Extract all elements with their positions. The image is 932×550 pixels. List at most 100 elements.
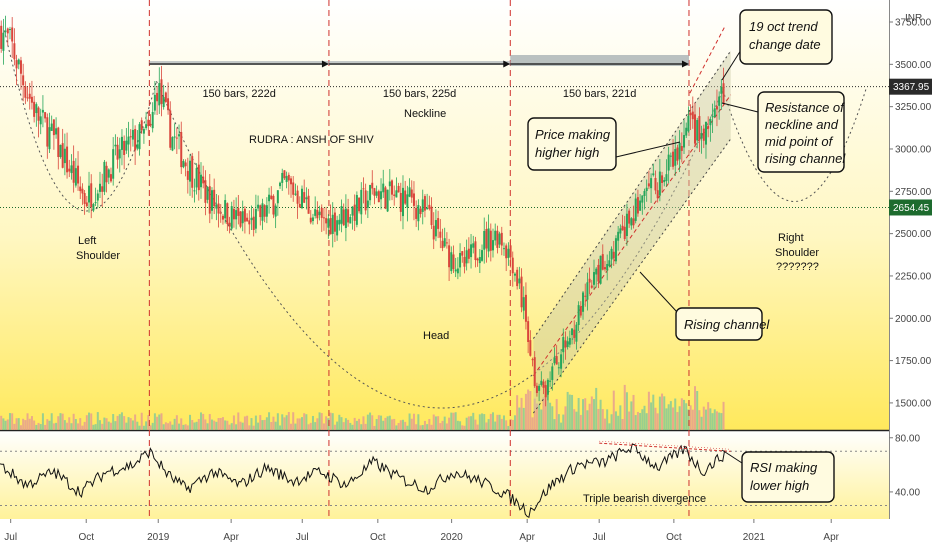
candle-body xyxy=(199,174,202,188)
volume-bar xyxy=(276,413,279,430)
volume-bar xyxy=(248,425,251,430)
candle-body xyxy=(169,110,172,148)
candle-body xyxy=(426,207,429,210)
volume-bar xyxy=(538,404,541,430)
candle-body xyxy=(250,217,253,221)
candle-body xyxy=(55,128,58,135)
volume-bar xyxy=(474,419,477,430)
right-shoulder-label-1: Right xyxy=(778,232,804,244)
volume-bar xyxy=(151,422,154,430)
candle-body xyxy=(419,208,422,215)
volume-bar xyxy=(606,409,609,430)
candle-body xyxy=(560,354,563,369)
volume-bar xyxy=(496,414,499,430)
interval-band xyxy=(149,61,329,65)
volume-bar xyxy=(388,415,391,430)
candle-body xyxy=(366,200,369,208)
volume-bar xyxy=(4,420,7,430)
candle-body xyxy=(217,203,220,214)
volume-bar xyxy=(441,420,444,430)
candle-body xyxy=(617,231,620,241)
candle-body xyxy=(193,190,196,192)
volume-bar xyxy=(645,413,648,430)
candle-body xyxy=(531,359,534,361)
candle-body xyxy=(33,101,36,117)
candle-body xyxy=(287,174,290,181)
volume-bar xyxy=(30,416,33,430)
volume-bar xyxy=(566,391,569,430)
candle-body xyxy=(322,217,325,219)
candle-body xyxy=(85,202,88,207)
candle-body xyxy=(261,203,264,221)
callout-higher-high-line-2: higher high xyxy=(535,145,599,160)
candle-body xyxy=(149,123,152,126)
candle-body xyxy=(226,203,229,224)
volume-bar xyxy=(81,425,84,430)
volume-bar xyxy=(204,419,207,430)
volume-bar xyxy=(430,424,433,430)
candle-body xyxy=(483,230,486,250)
candle-body xyxy=(432,225,435,240)
volume-bar xyxy=(358,418,361,430)
volume-bar xyxy=(336,421,339,430)
candle-body xyxy=(423,196,426,211)
time-tick-label: Apr xyxy=(223,532,239,543)
candle-body xyxy=(711,116,714,118)
volume-bar xyxy=(663,396,666,430)
callout-rising-channel: Rising channel xyxy=(639,271,770,341)
volume-bar xyxy=(342,422,345,430)
candle-body xyxy=(505,245,508,259)
candle-body xyxy=(674,148,677,166)
volume-bar xyxy=(463,425,466,430)
volume-bar xyxy=(202,413,205,430)
volume-bar xyxy=(191,420,194,430)
candle-body xyxy=(606,263,609,271)
volume-bar xyxy=(377,415,380,430)
candle-body xyxy=(171,137,174,151)
volume-bar xyxy=(120,412,123,430)
volume-bar xyxy=(371,415,374,430)
candle-body xyxy=(527,321,530,342)
candle-body xyxy=(524,294,527,322)
volume-bar xyxy=(285,415,288,430)
candle-body xyxy=(535,385,538,393)
volume-bar xyxy=(522,407,525,430)
volume-bar xyxy=(114,421,117,430)
volume-bar xyxy=(711,413,714,430)
volume-bar xyxy=(360,424,363,430)
volume-bar xyxy=(573,409,576,430)
volume-bar xyxy=(232,415,235,430)
volume-bar xyxy=(584,398,587,430)
candle-body xyxy=(300,188,303,209)
candle-body xyxy=(15,60,18,69)
volume-bar xyxy=(19,425,22,430)
callout-trend-change-line-2: change date xyxy=(749,37,821,52)
volume-bar xyxy=(305,414,308,430)
candle-body xyxy=(428,204,431,209)
volume-bar xyxy=(77,423,80,430)
volume-bar xyxy=(535,403,538,430)
volume-bar xyxy=(691,409,694,430)
candle-body xyxy=(628,210,631,224)
volume-bar xyxy=(239,421,242,430)
candle-body xyxy=(663,180,666,183)
volume-bar xyxy=(0,415,3,430)
volume-bar xyxy=(193,422,196,430)
candle-body xyxy=(0,25,3,49)
volume-bar xyxy=(24,420,27,430)
volume-bar xyxy=(632,394,635,430)
candle-body xyxy=(513,273,516,276)
candle-body xyxy=(279,182,282,187)
candle-body xyxy=(314,209,317,216)
candle-body xyxy=(173,136,176,138)
volume-bar xyxy=(513,415,516,430)
candle-body xyxy=(285,176,288,183)
price-tick-label: 2250.00 xyxy=(895,271,932,282)
candle-body xyxy=(665,174,668,181)
volume-bar xyxy=(50,413,53,430)
candle-body xyxy=(459,253,462,268)
candle-body xyxy=(6,28,9,34)
volume-bar xyxy=(173,418,176,430)
interval-label: 150 bars, 221d xyxy=(563,88,636,100)
